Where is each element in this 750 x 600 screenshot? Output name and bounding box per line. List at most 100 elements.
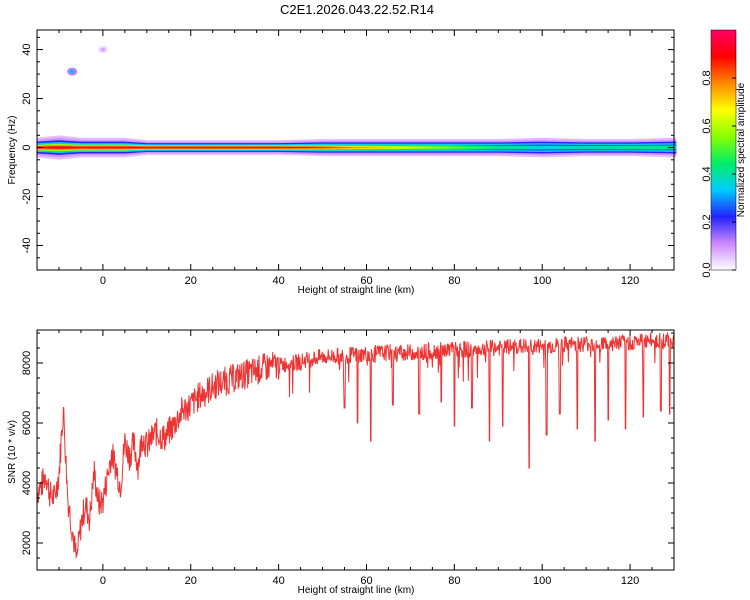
heatmap-cell (604, 146, 608, 149)
heatmap-cell (133, 146, 137, 149)
heatmap-cell (646, 146, 650, 149)
heatmap-cell (307, 146, 311, 149)
heatmap-cell (271, 146, 275, 149)
heatmap-y-tick-label: 40 (21, 43, 33, 55)
heatmap-cell (304, 146, 308, 149)
heatmap-cell (82, 146, 86, 149)
heatmap-cell (541, 146, 545, 149)
heatmap-cell (364, 146, 368, 149)
heatmap-cell (85, 146, 89, 149)
heatmap-cell (376, 146, 380, 149)
heatmap-cell (244, 146, 248, 149)
heatmap-cell (121, 146, 125, 149)
heatmap-cell (235, 146, 239, 149)
heatmap-cell (205, 146, 209, 149)
heatmap-cell (124, 146, 128, 149)
heatmap-cell (67, 146, 71, 149)
heatmap-cell (388, 146, 392, 149)
heatmap-cell (340, 146, 344, 149)
heatmap-y-ticks: -40 -20 0 20 40 (21, 36, 674, 271)
snr-series-line (36, 332, 675, 559)
heatmap-cell (664, 146, 668, 149)
heatmap-panel: 0 20 40 60 80 100 120 -40 -20 0 20 40 Height of st… (7, 29, 677, 296)
heatmap-cell (574, 146, 578, 149)
heatmap-cell (619, 146, 623, 149)
snr-x-tick-label: 0 (100, 575, 106, 587)
heatmap-cell (385, 146, 389, 149)
heatmap-cell (112, 146, 116, 149)
heatmap-cell (289, 146, 293, 149)
heatmap-cell (586, 146, 590, 149)
chart-title: C2E1.2026.043.22.52.R14 (280, 2, 434, 17)
snr-x-tick-label: 60 (360, 575, 372, 587)
heatmap-cell (247, 146, 251, 149)
heatmap-content (37, 45, 677, 160)
colorbar-ticks: 0.0 0.2 0.4 0.6 0.8 (701, 29, 737, 278)
heatmap-cell (367, 146, 371, 149)
heatmap-x-tick-label: 100 (533, 275, 551, 287)
heatmap-cell (514, 146, 518, 149)
heatmap-cell (412, 146, 416, 149)
heatmap-cell (295, 146, 299, 149)
heatmap-cell (397, 146, 401, 149)
heatmap-cell (631, 146, 635, 149)
heatmap-cell (97, 146, 101, 149)
heatmap-cell (298, 146, 302, 149)
heatmap-cell (460, 146, 464, 149)
heatmap-cell (106, 146, 110, 149)
colorbar-gradient (711, 30, 736, 270)
heatmap-cell (61, 146, 65, 149)
heatmap-cell (613, 146, 617, 149)
snr-y-ticks: 2000 4000 6000 8000 (21, 332, 674, 559)
heatmap-cell (379, 146, 383, 149)
heatmap-cell (181, 146, 185, 149)
heatmap-cell (283, 146, 287, 149)
heatmap-cell (622, 146, 626, 149)
snr-x-tick-label: 120 (621, 575, 639, 587)
heatmap-cell (220, 146, 224, 149)
heatmap-cell (517, 146, 521, 149)
heatmap-cell (76, 146, 80, 149)
heatmap-cell (151, 146, 155, 149)
heatmap-cell (154, 146, 158, 149)
heatmap-cell (265, 146, 269, 149)
heatmap-x-tick-label: 20 (185, 275, 197, 287)
heatmap-cell (328, 146, 332, 149)
heatmap-cell (202, 146, 206, 149)
heatmap-cell (100, 146, 104, 149)
snr-y-tick-label: 4000 (21, 471, 33, 495)
snr-x-tick-label: 40 (272, 575, 284, 587)
heatmap-cell (46, 146, 50, 149)
heatmap-cell (661, 146, 665, 149)
heatmap-cell (454, 146, 458, 149)
heatmap-cell (64, 146, 68, 149)
heatmap-cell (634, 146, 638, 149)
heatmap-cell (355, 146, 359, 149)
snr-plot-area (37, 330, 674, 570)
heatmap-cell (628, 146, 632, 149)
heatmap-cell (577, 146, 581, 149)
heatmap-cell (469, 146, 473, 149)
heatmap-cell (448, 146, 452, 149)
heatmap-cell (148, 146, 152, 149)
heatmap-cell (352, 146, 356, 149)
snr-y-tick-label: 2000 (21, 531, 33, 555)
heatmap-cell (490, 146, 494, 149)
heatmap-cell (199, 146, 203, 149)
heatmap-cell (451, 146, 455, 149)
heatmap-cell (475, 146, 479, 149)
heatmap-cell (253, 146, 257, 149)
heatmap-cell (562, 146, 566, 149)
heatmap-cell (217, 146, 221, 149)
heatmap-x-tick-label: 0 (100, 275, 106, 287)
heatmap-cell (463, 146, 467, 149)
snr-frame (36, 329, 675, 571)
heatmap-cell (88, 146, 92, 149)
heatmap-cell (607, 146, 611, 149)
heatmap-cell (58, 146, 62, 149)
heatmap-cell (175, 146, 179, 149)
heatmap-cell (457, 146, 461, 149)
heatmap-cell (391, 146, 395, 149)
heatmap-cell (349, 146, 353, 149)
heatmap-cell (595, 146, 599, 149)
